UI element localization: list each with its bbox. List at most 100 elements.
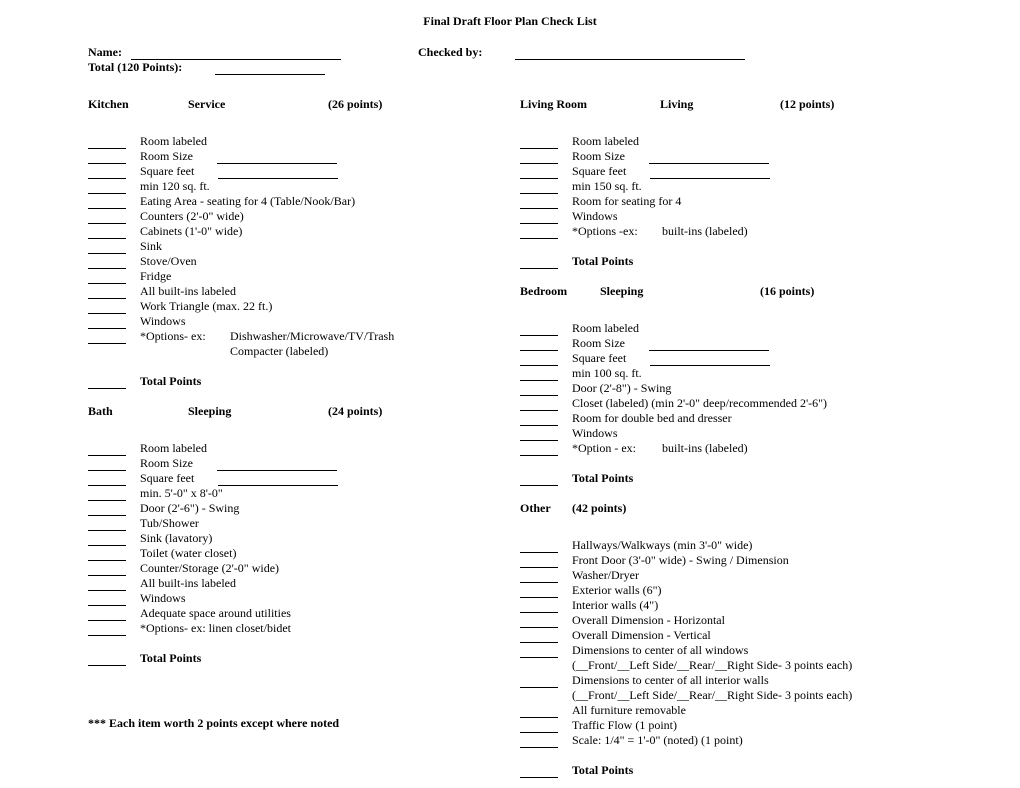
item-text: Room labeled [572, 134, 639, 149]
check-blank [88, 609, 126, 621]
name-field-line [131, 48, 341, 60]
check-blank [88, 444, 126, 456]
other-head-b: (42 points) [572, 501, 626, 516]
check-blank [520, 137, 558, 149]
living-head-a: Living Room [520, 97, 660, 112]
kitchen-total-row: Total Points [88, 374, 500, 389]
item-text: Hallways/Walkways (min 3'-0" wide) [572, 538, 752, 553]
bath-total-blank [88, 654, 126, 666]
item-text: Windows [572, 426, 618, 441]
kitchen-item: min 120 sq. ft. [88, 179, 500, 194]
living-item: *Options -ex:built-ins (labeled) [520, 224, 932, 239]
bedroom-total-blank [520, 474, 558, 486]
option-label: *Option - ex: [572, 441, 662, 456]
bath-items: Room labeledRoom SizeSquare feetmin. 5'-… [88, 441, 500, 636]
bedroom-item: Closet (labeled) (min 2'-0" deep/recomme… [520, 396, 932, 411]
item-text: Dimensions to center of all windows [572, 643, 748, 658]
name-label: Name: [88, 45, 122, 60]
check-blank [88, 152, 126, 164]
check-blank [520, 571, 558, 583]
kitchen-item: Windows [88, 314, 500, 329]
bath-head-b: Sleeping [188, 404, 328, 419]
bedroom-item: Door (2'-8") - Swing [520, 381, 932, 396]
item-text: min. 5'-0" x 8'-0" [140, 486, 223, 501]
bedroom-item: Room labeled [520, 321, 932, 336]
item-text: Sink [140, 239, 162, 254]
check-blank [520, 399, 558, 411]
kitchen-item: Room labeled [88, 134, 500, 149]
check-blank [520, 212, 558, 224]
option-text: Compacter (labeled) [230, 344, 328, 359]
other-item: Overall Dimension - Vertical [520, 628, 932, 643]
value-blank-line [650, 167, 770, 179]
kitchen-item: Fridge [88, 269, 500, 284]
check-blank [520, 182, 558, 194]
check-blank [520, 616, 558, 628]
check-blank [520, 354, 558, 366]
item-text: Counter/Storage (2'-0" wide) [140, 561, 279, 576]
item-text: Room for double bed and dresser [572, 411, 732, 426]
check-blank [88, 564, 126, 576]
item-text: Windows [140, 591, 186, 606]
bath-item: Sink (lavatory) [88, 531, 500, 546]
check-blank [520, 369, 558, 381]
item-text: Overall Dimension - Vertical [572, 628, 711, 643]
living-items: Room labeledRoom SizeSquare feetmin 150 … [520, 134, 932, 239]
item-text: Door (2'-6") - Swing [140, 501, 239, 516]
bath-item: min. 5'-0" x 8'-0" [88, 486, 500, 501]
item-text: Tub/Shower [140, 516, 199, 531]
check-blank [88, 504, 126, 516]
living-total-label: Total Points [572, 254, 633, 269]
kitchen-item: Work Triangle (max. 22 ft.) [88, 299, 500, 314]
bedroom-item: Square feet [520, 351, 932, 366]
check-blank [88, 519, 126, 531]
check-blank [88, 287, 126, 299]
checked-by-label: Checked by: [418, 45, 482, 60]
item-text: Square feet [572, 351, 626, 366]
option-text: built-ins (labeled) [662, 441, 748, 456]
bedroom-item: Windows [520, 426, 932, 441]
item-text: Scale: 1/4" = 1'-0" (noted) (1 point) [572, 733, 743, 748]
bath-head-c: (24 points) [328, 404, 382, 419]
item-text: Room labeled [140, 134, 207, 149]
item-text: min 100 sq. ft. [572, 366, 642, 381]
kitchen-item: Stove/Oven [88, 254, 500, 269]
check-blank [88, 182, 126, 194]
bath-item: All built-ins labeled [88, 576, 500, 591]
item-text: Stove/Oven [140, 254, 197, 269]
bedroom-items: Room labeledRoom SizeSquare feetmin 100 … [520, 321, 932, 456]
value-blank-line [649, 152, 769, 164]
item-text: Closet (labeled) (min 2'-0" deep/recomme… [572, 396, 827, 411]
total-field-line [215, 63, 325, 75]
page-title: Final Draft Floor Plan Check List [88, 14, 932, 29]
bath-total-label: Total Points [140, 651, 201, 666]
check-blank [88, 227, 126, 239]
item-text: Room labeled [572, 321, 639, 336]
living-total-row: Total Points [520, 254, 932, 269]
item-text: Work Triangle (max. 22 ft.) [140, 299, 272, 314]
kitchen-head-b: Service [188, 97, 328, 112]
item-text: *Options- ex: linen closet/bidet [140, 621, 291, 636]
check-blank [88, 459, 126, 471]
value-blank-line [650, 354, 770, 366]
living-head-b: Living [660, 97, 780, 112]
bath-item: Tub/Shower [88, 516, 500, 531]
check-blank [88, 302, 126, 314]
check-blank [520, 721, 558, 733]
other-item: Front Door (3'-0" wide) - Swing / Dimens… [520, 553, 932, 568]
bedroom-item: *Option - ex:built-ins (labeled) [520, 441, 932, 456]
item-text: Square feet [572, 164, 626, 179]
item-text: All furniture removable [572, 703, 686, 718]
other-item: Dimensions to center of all windows [520, 643, 932, 658]
item-text: Windows [140, 314, 186, 329]
item-text: All built-ins labeled [140, 576, 236, 591]
bath-item: *Options- ex: linen closet/bidet [88, 621, 500, 636]
item-text: Room Size [140, 149, 193, 164]
kitchen-head-c: (26 points) [328, 97, 382, 112]
kitchen-items: Room labeledRoom SizeSquare feetmin 120 … [88, 134, 500, 359]
value-blank-line [218, 474, 338, 486]
living-head-c: (12 points) [780, 97, 834, 112]
check-blank [88, 489, 126, 501]
item-text: Square feet [140, 164, 194, 179]
other-items: Hallways/Walkways (min 3'-0" wide)Front … [520, 538, 932, 748]
